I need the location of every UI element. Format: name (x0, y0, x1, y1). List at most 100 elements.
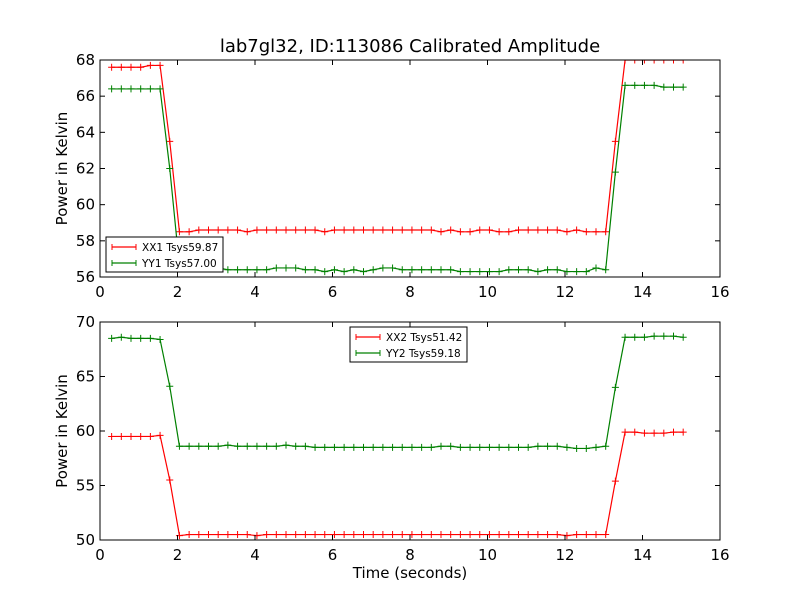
data-point (573, 444, 581, 452)
data-point (660, 429, 668, 437)
data-point (108, 334, 116, 342)
data-point (670, 428, 677, 436)
data-point (108, 63, 116, 71)
data-point (485, 268, 493, 276)
data-point (263, 442, 271, 450)
data-point (660, 332, 668, 340)
data-point (234, 531, 242, 539)
data-point (224, 266, 232, 274)
data-point (679, 83, 687, 91)
data-point (544, 266, 552, 274)
data-point (175, 228, 183, 236)
data-point (418, 266, 426, 274)
legend-box (349, 326, 468, 363)
data-point (611, 137, 619, 145)
data-point (534, 268, 542, 276)
data-point (282, 264, 290, 272)
x-tick-label: 6 (328, 546, 338, 564)
data-point (282, 226, 290, 234)
data-point (573, 226, 581, 234)
data-point (108, 432, 116, 440)
data-point (602, 442, 610, 450)
data-point (340, 443, 348, 451)
x-tick-label: 0 (95, 546, 105, 564)
data-point (243, 228, 251, 236)
data-point (418, 443, 426, 451)
data-point (447, 266, 455, 274)
y-tick-label: 56 (76, 268, 95, 286)
data-point (495, 268, 503, 276)
data-point (301, 442, 309, 450)
data-point (195, 531, 203, 539)
data-point (379, 226, 387, 234)
y-tick-label: 62 (76, 160, 95, 178)
data-point (137, 63, 145, 71)
data-point (243, 266, 251, 274)
data-point (137, 334, 145, 342)
data-point (418, 226, 426, 234)
data-point (369, 266, 377, 274)
data-point (544, 226, 552, 234)
data-point (573, 531, 581, 539)
data-point (563, 532, 571, 540)
data-point (389, 264, 397, 272)
data-point (389, 531, 397, 539)
legend-marker (111, 260, 137, 266)
x-tick-label: 14 (633, 283, 652, 301)
data-point (311, 443, 319, 451)
series-2 (108, 332, 687, 452)
data-point (524, 266, 532, 274)
data-point (369, 226, 377, 234)
data-point (670, 332, 677, 340)
data-point (534, 531, 542, 539)
data-point (166, 137, 174, 145)
data-point (301, 266, 309, 274)
data-point (621, 333, 629, 341)
data-point (515, 226, 522, 234)
data-point (592, 531, 600, 539)
data-point (515, 443, 522, 451)
data-point (447, 442, 455, 450)
data-point (272, 264, 280, 272)
data-point (515, 531, 522, 539)
data-point (534, 442, 542, 450)
data-point (408, 531, 416, 539)
data-point (602, 266, 610, 274)
data-point (195, 226, 203, 234)
data-point (360, 268, 367, 276)
legend-marker (355, 350, 381, 356)
data-point (582, 444, 590, 452)
data-point (185, 442, 193, 450)
x-tick-label: 10 (478, 283, 497, 301)
data-point (146, 334, 154, 342)
y-tick-label: 60 (76, 422, 95, 440)
data-point (563, 443, 571, 451)
legend: XX1 Tsys59.87 YY1 Tsys57.00 (105, 236, 224, 273)
data-point (437, 531, 445, 539)
data-point (360, 226, 367, 234)
data-point (301, 531, 309, 539)
data-point (234, 266, 242, 274)
data-point (592, 443, 600, 451)
data-point (456, 531, 464, 539)
data-point (505, 228, 513, 236)
data-point (602, 228, 610, 236)
data-point (476, 226, 484, 234)
data-point (515, 266, 522, 274)
data-point (379, 531, 387, 539)
data-point (292, 226, 300, 234)
data-point (660, 83, 668, 91)
legend-label: XX1 Tsys59.87 (142, 242, 218, 254)
data-point (263, 266, 271, 274)
data-point (650, 429, 658, 437)
y-tick-label: 58 (76, 232, 95, 250)
y-tick-label: 65 (76, 368, 95, 386)
y-axis-label: Power in Kelvin (53, 374, 71, 488)
data-point (505, 531, 513, 539)
y-axis-label: Power in Kelvin (53, 112, 71, 226)
data-point (321, 443, 329, 451)
data-point (398, 226, 406, 234)
data-point (611, 168, 619, 176)
